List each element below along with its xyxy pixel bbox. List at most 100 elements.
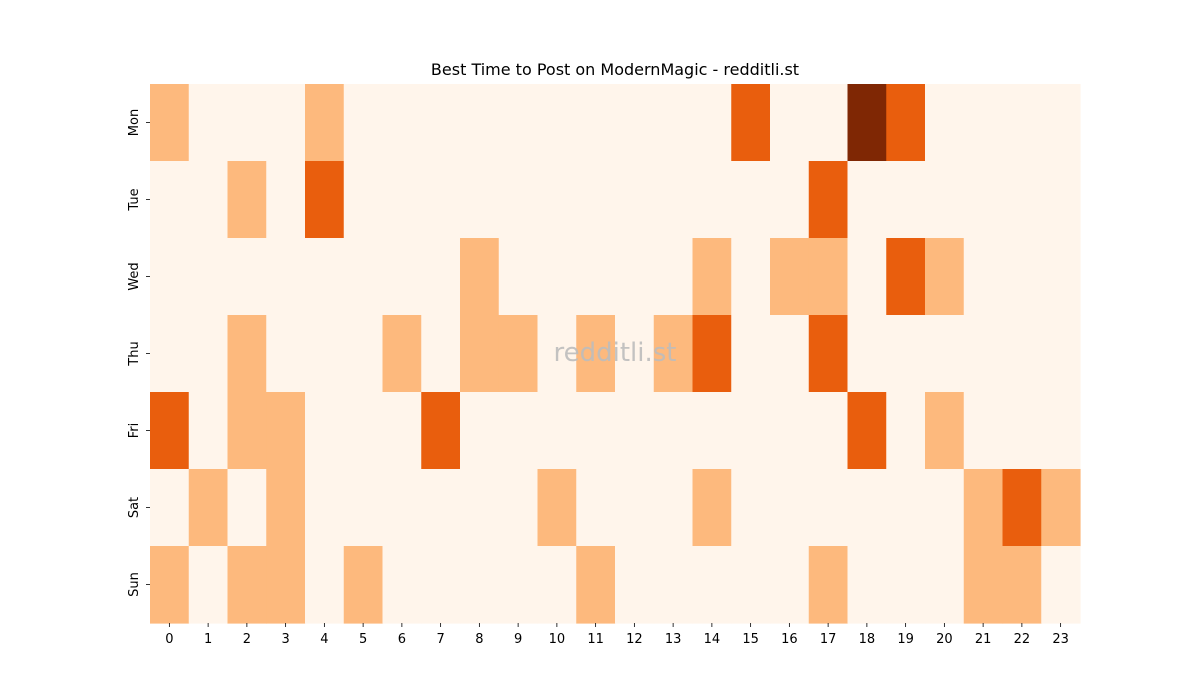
heatmap-cell <box>460 392 500 470</box>
x-tick-label: 5 <box>359 632 367 647</box>
heatmap-cell <box>770 161 810 239</box>
heatmap-cell <box>305 315 345 393</box>
heatmap-cell <box>808 315 849 393</box>
x-tick-label: 22 <box>1014 632 1031 647</box>
heatmap-cell <box>770 469 810 547</box>
x-tick-label: 20 <box>936 632 953 647</box>
x-axis: 0 1 2 3 4 5 6 7 8 9 10 11 12 13 14 15 16 17 18 19 20 21 22 23 <box>165 623 1069 647</box>
heatmap-cell <box>266 392 306 470</box>
x-tick-label: 14 <box>704 632 721 647</box>
heatmap-cell <box>692 469 732 547</box>
heatmap-cell <box>576 392 616 470</box>
x-tick-label: 4 <box>320 632 328 647</box>
x-tick-label: 2 <box>243 632 251 647</box>
x-tick-label: 7 <box>436 632 444 647</box>
heatmap-cell <box>886 546 926 624</box>
heatmap-cell <box>188 84 229 162</box>
heatmap-cell <box>537 469 577 547</box>
heatmap-cell <box>1041 546 1081 624</box>
heatmap-cell <box>1041 238 1081 316</box>
y-tick-label: Sat <box>127 497 142 518</box>
heatmap-cell <box>886 161 926 239</box>
heatmap-cell <box>886 469 926 547</box>
heatmap-cell <box>421 238 461 316</box>
heatmap-cell <box>808 84 849 162</box>
heatmap-cell <box>847 84 887 162</box>
heatmap-cell <box>731 392 771 470</box>
heatmap-cell <box>963 238 1004 316</box>
heatmap-cell <box>1002 546 1042 624</box>
x-tick-label: 1 <box>204 632 212 647</box>
heatmap-cell <box>382 546 422 624</box>
x-tick-label: 8 <box>475 632 483 647</box>
heatmap-cell <box>770 84 810 162</box>
watermark: redditli.st <box>554 338 677 368</box>
heatmap-cell <box>498 469 539 547</box>
heatmap-cell <box>770 392 810 470</box>
heatmap-cell <box>188 546 229 624</box>
heatmap-cell <box>925 469 965 547</box>
heatmap-cell <box>925 84 965 162</box>
heatmap-cell <box>653 161 694 239</box>
heatmap-cell <box>615 161 655 239</box>
heatmap-cell <box>653 469 694 547</box>
heatmap-cell <box>925 238 965 316</box>
heatmap-cell <box>692 161 732 239</box>
x-tick-label: 16 <box>781 632 798 647</box>
heatmap-cell <box>847 546 887 624</box>
y-tick-label: Sun <box>127 572 142 597</box>
heatmap-cell <box>963 161 1004 239</box>
heatmap-cell <box>537 238 577 316</box>
heatmap-cell <box>576 469 616 547</box>
heatmap-cell <box>188 238 229 316</box>
heatmap-cell <box>150 161 190 239</box>
heatmap-cell <box>421 161 461 239</box>
x-tick-label: 15 <box>742 632 759 647</box>
heatmap-cell <box>1041 392 1081 470</box>
heatmap-cell <box>963 546 1004 624</box>
heatmap-cell <box>343 315 384 393</box>
heatmap-cell <box>421 469 461 547</box>
heatmap-cell <box>1041 315 1081 393</box>
heatmap-cell <box>150 469 190 547</box>
heatmap-cell <box>305 546 345 624</box>
heatmap-cell <box>615 546 655 624</box>
heatmap-cell <box>886 238 926 316</box>
heatmap-cell <box>150 315 190 393</box>
heatmap-cell <box>343 84 384 162</box>
heatmap-cell <box>731 315 771 393</box>
heatmap-cell <box>963 84 1004 162</box>
heatmap-cell <box>188 469 229 547</box>
x-tick-label: 3 <box>281 632 289 647</box>
x-tick-label: 13 <box>665 632 682 647</box>
heatmap-cell <box>266 84 306 162</box>
heatmap-cell <box>692 84 732 162</box>
heatmap-cell <box>266 469 306 547</box>
heatmap-cell <box>1041 161 1081 239</box>
heatmap-cell <box>227 315 267 393</box>
x-tick-label: 19 <box>897 632 914 647</box>
y-tick-label: Mon <box>127 109 142 136</box>
heatmap-cell <box>886 84 926 162</box>
heatmap-cell <box>382 469 422 547</box>
heatmap-cell <box>963 469 1004 547</box>
heatmap-cell <box>963 392 1004 470</box>
heatmap-cell <box>1002 161 1042 239</box>
heatmap-cell <box>266 161 306 239</box>
heatmap-cell <box>382 84 422 162</box>
y-tick-label: Fri <box>127 423 142 439</box>
heatmap-cell <box>770 315 810 393</box>
heatmap-cell <box>576 546 616 624</box>
heatmap-cell <box>770 238 810 316</box>
heatmap-cell <box>615 84 655 162</box>
heatmap-cell <box>498 315 539 393</box>
heatmap-cell <box>343 161 384 239</box>
heatmap-cell <box>847 392 887 470</box>
heatmap-cell <box>731 238 771 316</box>
heatmap-cell <box>925 546 965 624</box>
heatmap-cell <box>150 392 190 470</box>
x-tick-label: 12 <box>626 632 643 647</box>
heatmap-cell <box>653 84 694 162</box>
heatmap-cell <box>576 161 616 239</box>
